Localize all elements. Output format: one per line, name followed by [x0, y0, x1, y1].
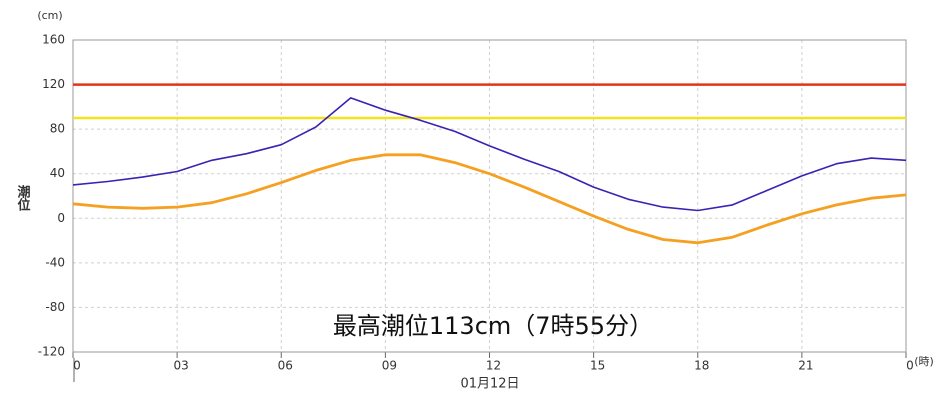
- y-tick-label: -80: [45, 300, 65, 314]
- x-unit: (時): [914, 355, 934, 368]
- y-tick-label: 160: [42, 33, 65, 47]
- x-tick-label: 0: [73, 359, 81, 373]
- y-tick-label: -120: [38, 345, 65, 359]
- series-line: [72, 97, 907, 212]
- date-label: 01月12日: [460, 377, 519, 392]
- x-tick-label: 18: [694, 359, 709, 373]
- x-tick-label: 09: [382, 359, 397, 373]
- y-tick-label: 80: [50, 122, 65, 136]
- y-tick-label: 120: [42, 77, 65, 91]
- x-tick-label: 03: [173, 359, 188, 373]
- y-tick-label: 40: [50, 166, 65, 180]
- x-tick-label: 21: [798, 359, 813, 373]
- annotation: 最高潮位113cm（7時55分）: [333, 312, 653, 340]
- x-tick-label: 0: [906, 359, 914, 373]
- series-line: [72, 153, 907, 245]
- y-tick-label: 0: [57, 211, 65, 225]
- y-axis-label: 潮位: [15, 184, 31, 212]
- x-tick-label: 15: [590, 359, 605, 373]
- y-unit: (cm): [37, 9, 62, 22]
- x-tick-label: 06: [278, 359, 293, 373]
- y-tick-label: -40: [45, 255, 65, 269]
- x-tick-label: 12: [486, 359, 501, 373]
